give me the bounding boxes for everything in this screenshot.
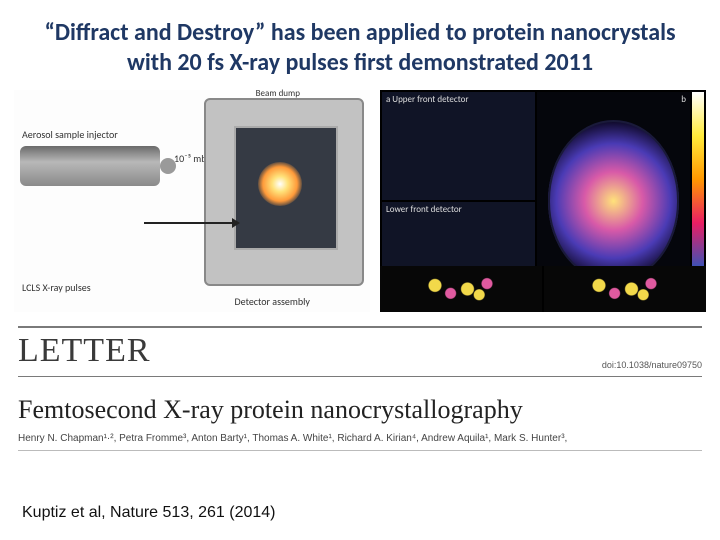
diffraction-panels: a Upper front detector Lower front detec… <box>380 90 706 312</box>
detector-label: Detector assembly <box>235 295 310 308</box>
panel-a2-label: Lower front detector <box>386 204 462 215</box>
thumb-c <box>380 266 542 312</box>
injector-label: Aerosol sample injector <box>22 128 118 141</box>
diffraction-ring-icon <box>548 120 680 281</box>
panel-a-label: a Upper front detector <box>386 94 469 105</box>
figure-row: Aerosol sample injector 10⁻⁵ mbar Beam d… <box>0 88 720 318</box>
citation: Kuptiz et al, Nature 513, 261 (2014) <box>22 504 276 522</box>
molecule-icon <box>396 271 526 308</box>
slide-title: “Diffract and Destroy” has been applied … <box>0 0 720 88</box>
xray-arrow-icon <box>144 222 234 224</box>
doi-text: doi:10.1038/nature09750 <box>602 360 702 370</box>
thumb-d <box>544 266 706 312</box>
xray-label: LCLS X-ray pulses <box>22 281 91 294</box>
diffraction-burst-icon <box>258 162 302 206</box>
injector-icon <box>20 146 160 186</box>
letter-heading: LETTER <box>18 332 151 370</box>
instrument-diagram: Aerosol sample injector 10⁻⁵ mbar Beam d… <box>14 90 370 312</box>
author-list: Henry N. Chapman¹·², Petra Fromme³, Anto… <box>18 433 702 451</box>
paper-title: Femtosecond X-ray protein nanocrystallog… <box>18 395 702 425</box>
journal-header: LETTER doi:10.1038/nature09750 <box>18 326 702 377</box>
panel-a-upper: a Upper front detector <box>382 92 535 200</box>
panel-b-label: b <box>681 94 686 105</box>
molecule-thumbnails <box>380 266 706 312</box>
molecule-icon <box>560 271 690 308</box>
